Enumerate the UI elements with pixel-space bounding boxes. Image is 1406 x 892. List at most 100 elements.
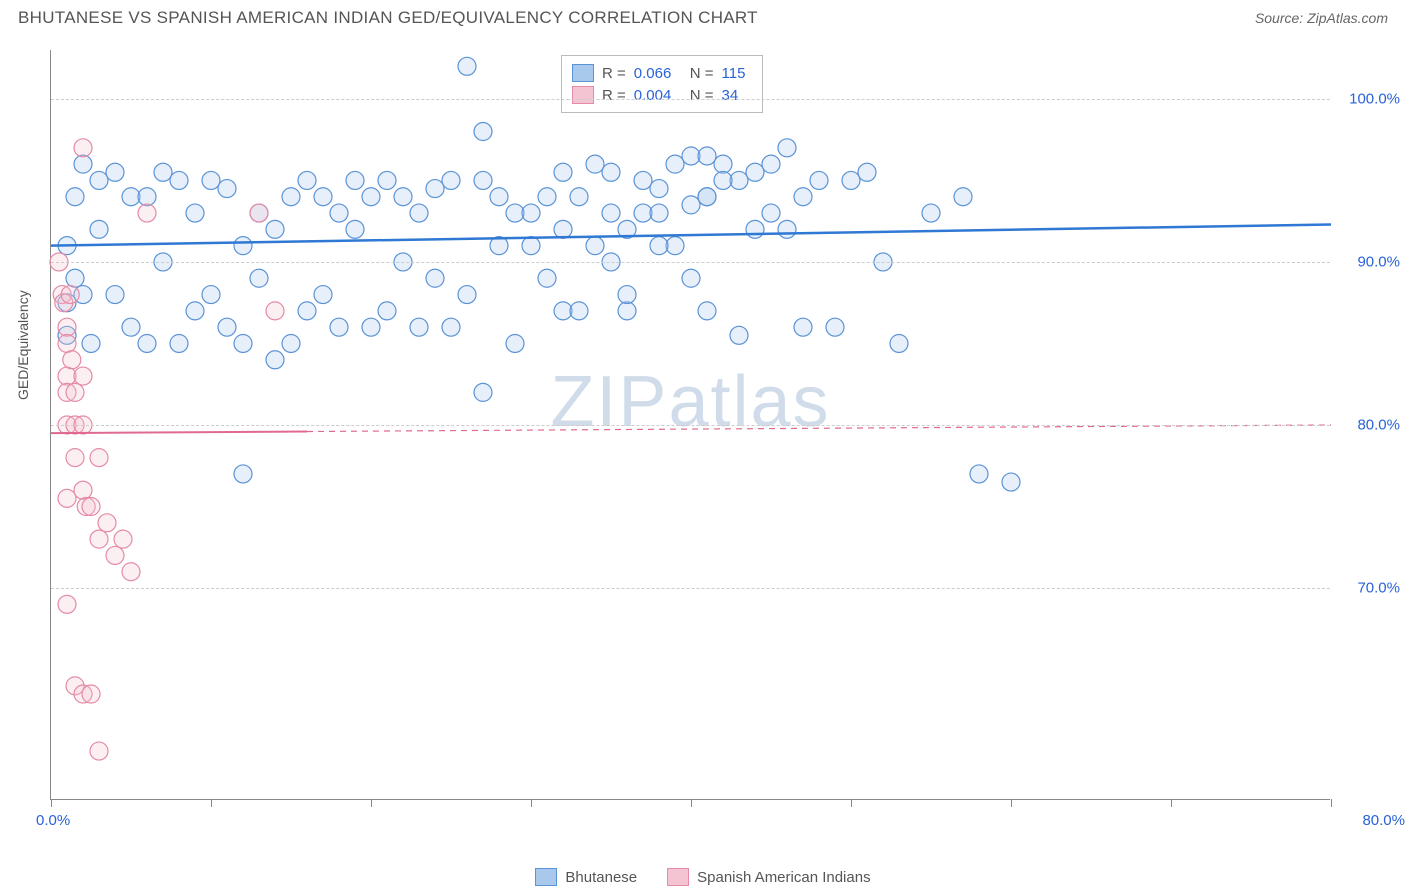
scatter-point <box>266 220 284 238</box>
scatter-point <box>762 155 780 173</box>
gridline <box>51 99 1330 100</box>
scatter-point <box>778 139 796 157</box>
bottom-legend-item: Bhutanese <box>535 868 637 886</box>
scatter-point <box>122 563 140 581</box>
scatter-point <box>138 204 156 222</box>
chart-plot-area: ZIPatlas R =0.066N =115R =0.004N =34 70.… <box>50 50 1330 800</box>
scatter-point <box>74 139 92 157</box>
bottom-legend-label: Spanish American Indians <box>697 869 870 886</box>
scatter-point <box>66 188 84 206</box>
scatter-point <box>250 269 268 287</box>
scatter-point <box>650 237 668 255</box>
scatter-point <box>762 204 780 222</box>
scatter-point <box>602 163 620 181</box>
legend-r-value: 0.066 <box>634 65 682 82</box>
legend-r-value: 0.004 <box>634 87 682 104</box>
ytick-label: 70.0% <box>1340 580 1400 597</box>
scatter-point <box>90 530 108 548</box>
legend-n-label: N = <box>690 87 714 104</box>
scatter-point <box>698 188 716 206</box>
scatter-point <box>58 489 76 507</box>
xtick <box>1011 799 1012 807</box>
scatter-point <box>314 286 332 304</box>
scatter-point <box>778 220 796 238</box>
scatter-point <box>970 465 988 483</box>
scatter-point <box>234 334 252 352</box>
scatter-point <box>810 171 828 189</box>
scatter-point <box>522 204 540 222</box>
scatter-point <box>570 302 588 320</box>
scatter-point <box>442 318 460 336</box>
scatter-point <box>474 171 492 189</box>
scatter-point <box>90 220 108 238</box>
scatter-point <box>794 318 812 336</box>
xtick <box>1331 799 1332 807</box>
scatter-point <box>698 147 716 165</box>
scatter-point <box>586 237 604 255</box>
scatter-point <box>682 269 700 287</box>
chart-header: BHUTANESE VS SPANISH AMERICAN INDIAN GED… <box>0 0 1406 36</box>
legend-swatch <box>535 868 557 886</box>
scatter-point <box>98 514 116 532</box>
series-legend: Bhutanese Spanish American Indians <box>0 868 1406 886</box>
scatter-point <box>794 188 812 206</box>
scatter-point <box>378 302 396 320</box>
scatter-point <box>202 171 220 189</box>
scatter-point <box>410 204 428 222</box>
scatter-point <box>362 188 380 206</box>
scatter-point <box>826 318 844 336</box>
scatter-point <box>650 204 668 222</box>
scatter-point <box>634 204 652 222</box>
stats-legend-box: R =0.066N =115R =0.004N =34 <box>561 55 763 113</box>
legend-swatch <box>572 86 594 104</box>
scatter-point <box>74 367 92 385</box>
scatter-point <box>1002 473 1020 491</box>
scatter-point <box>490 188 508 206</box>
scatter-point <box>82 334 100 352</box>
scatter-point <box>682 196 700 214</box>
scatter-point <box>82 498 100 516</box>
scatter-point <box>666 237 684 255</box>
xtick <box>211 799 212 807</box>
scatter-point <box>426 269 444 287</box>
scatter-point <box>922 204 940 222</box>
scatter-point <box>538 188 556 206</box>
scatter-point <box>90 742 108 760</box>
scatter-point <box>74 481 92 499</box>
scatter-point <box>218 318 236 336</box>
scatter-point <box>282 188 300 206</box>
xtick <box>531 799 532 807</box>
scatter-point <box>442 171 460 189</box>
scatter-point <box>554 302 572 320</box>
scatter-point <box>61 286 79 304</box>
scatter-point <box>730 171 748 189</box>
scatter-point <box>890 334 908 352</box>
scatter-point <box>170 334 188 352</box>
scatter-point <box>554 220 572 238</box>
scatter-point <box>106 546 124 564</box>
ytick-label: 80.0% <box>1340 417 1400 434</box>
scatter-point <box>122 318 140 336</box>
scatter-point <box>586 155 604 173</box>
chart-title: BHUTANESE VS SPANISH AMERICAN INDIAN GED… <box>18 8 758 28</box>
scatter-point <box>66 269 84 287</box>
trend-line <box>51 224 1331 245</box>
scatter-point <box>186 302 204 320</box>
scatter-point <box>58 334 76 352</box>
gridline <box>51 262 1330 263</box>
scatter-point <box>714 155 732 173</box>
y-axis-label: GED/Equivalency <box>15 290 31 400</box>
scatter-point <box>410 318 428 336</box>
scatter-point <box>618 286 636 304</box>
ytick-label: 90.0% <box>1340 253 1400 270</box>
scatter-point <box>58 318 76 336</box>
scatter-point <box>186 204 204 222</box>
scatter-point <box>74 155 92 173</box>
xlabel-max: 80.0% <box>1362 812 1405 829</box>
scatter-point <box>506 204 524 222</box>
scatter-point <box>266 351 284 369</box>
scatter-point <box>90 171 108 189</box>
ytick-label: 100.0% <box>1340 90 1400 107</box>
bottom-legend-label: Bhutanese <box>565 869 637 886</box>
scatter-point <box>602 204 620 222</box>
